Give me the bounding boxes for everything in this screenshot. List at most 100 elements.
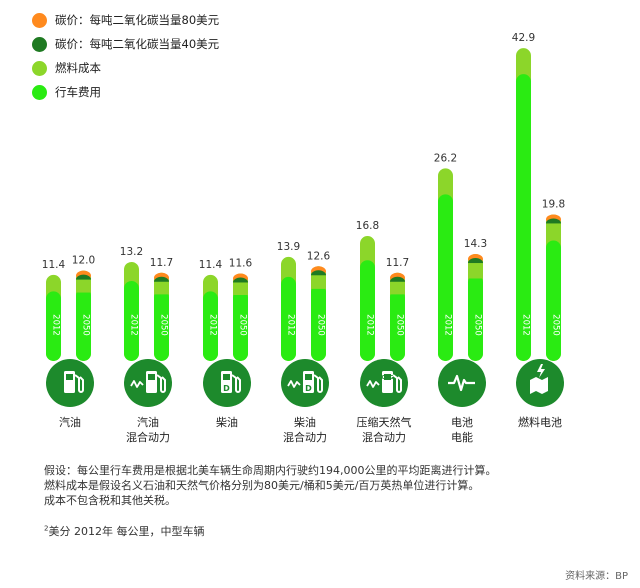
note-line-1: 假设：每公里行车费用是根据北美车辆生命周期内行驶约194,000公里的平均距离进…: [44, 464, 497, 477]
value-label: 12.6: [307, 250, 331, 262]
value-label: 13.9: [277, 241, 300, 253]
bar-2050: 11.6 2050: [229, 257, 253, 361]
bar-2012: 13.9 2012: [277, 241, 300, 361]
value-label: 42.9: [512, 32, 535, 44]
bar-2012: 26.2 2012: [434, 152, 457, 361]
fuel-cell-icon: [516, 359, 564, 407]
legend-swatch: [32, 36, 47, 52]
year-label: 2050: [81, 314, 91, 336]
cng-glyph: CNG: [382, 375, 394, 381]
driving-cost-segment: [438, 194, 453, 361]
legend-label: 碳价：每吨二氧化碳当量80美元: [55, 13, 220, 27]
year-label: 2012: [286, 314, 296, 336]
year-label: 2050: [395, 314, 405, 336]
value-label: 26.2: [434, 152, 457, 164]
legend-label: 燃料成本: [55, 61, 101, 75]
pump-hose: [392, 374, 402, 393]
bar-2050: 12.6 2050: [307, 250, 331, 361]
year-label: 2012: [365, 314, 375, 336]
year-label: 2012: [208, 314, 218, 336]
bar-2050: 14.3 2050: [464, 238, 487, 361]
category-sublabel: 混合动力: [362, 430, 406, 444]
legend-swatch: [32, 84, 47, 100]
wave-glyph: [448, 374, 475, 392]
chart: 11.4 2012 12.0 2050 汽油 13.2 2012 11.7 2050 汽油混合动力…: [42, 32, 565, 444]
assumption-notes: 假设：每公里行车费用是根据北美车辆生命周期内行驶约194,000公里的平均距离进…: [44, 463, 497, 508]
diesel-d-glyph: D: [305, 384, 312, 393]
footnote-marker: 2: [44, 524, 49, 533]
bar-2012: 42.9 2012: [512, 32, 535, 362]
year-label: 2050: [316, 314, 326, 336]
category-group: 42.9 2012 19.8 2050 燃料电池: [512, 32, 565, 429]
legend-item: 行车费用: [32, 80, 219, 104]
bolt-glyph: [537, 364, 545, 378]
hybrid-wave-glyph: [130, 380, 144, 388]
year-label: 2012: [521, 314, 531, 336]
value-label: 19.8: [542, 198, 565, 210]
year-label: 2050: [473, 314, 483, 336]
category-group: 11.4 2012 12.0 2050 汽油: [42, 255, 95, 429]
category-sublabel: 电能: [451, 430, 473, 444]
pump-window: [384, 374, 391, 380]
category-label: 柴油: [216, 415, 238, 429]
bar-2050: 11.7 2050: [150, 257, 173, 361]
cng-pump-icon: CNG: [360, 359, 408, 407]
value-label: 11.4: [42, 259, 66, 271]
pump-window: [305, 374, 312, 380]
driving-cost-segment: [154, 289, 169, 361]
driving-cost-segment: [46, 291, 61, 361]
fuel-cost-band: [76, 279, 91, 293]
driving-cost-segment: [76, 287, 91, 361]
category-label: 柴油: [294, 415, 316, 429]
pump-hose: [74, 374, 84, 393]
note-line-3: 成本不包含税和其他关税。: [44, 494, 176, 507]
driving-cost-segment: [516, 74, 531, 362]
category-sublabel: 混合动力: [283, 430, 327, 444]
year-label: 2012: [443, 314, 453, 336]
bar-2012: 13.2 2012: [120, 246, 143, 361]
year-label: 2050: [551, 314, 561, 336]
footnote-text: 美分 2012年 每公里，中型车辆: [48, 525, 205, 538]
fuel-cost-band: [390, 281, 405, 295]
value-label: 11.7: [386, 257, 409, 269]
legend-label: 碳价：每吨二氧化碳当量40美元: [55, 37, 220, 51]
legend-item: 燃料成本: [32, 56, 219, 80]
pump-hose: [313, 374, 323, 393]
category-group: 11.4 2012 11.6 2050 D 柴油: [199, 257, 253, 429]
driving-cost-segment: [281, 276, 296, 361]
legend-label: 行车费用: [55, 85, 101, 99]
bar-2050: 19.8 2050: [542, 198, 565, 361]
fuel-cost-band: [546, 223, 561, 240]
category-label: 燃料电池: [518, 415, 562, 429]
category-sublabel: 混合动力: [126, 430, 170, 444]
driving-cost-segment: [311, 284, 326, 361]
category-label: 电池: [451, 416, 473, 429]
pump-window: [223, 374, 230, 380]
value-label: 11.7: [150, 257, 173, 269]
panel-glyph: [530, 377, 548, 394]
legend-item: 碳价：每吨二氧化碳当量80美元: [32, 8, 219, 32]
pump-window: [148, 374, 155, 380]
note-line-2: 燃料成本是假设名义石油和天然气价格分别为80美元/桶和5美元/百万英热单位进行计…: [44, 479, 480, 492]
hybrid-wave-glyph: [287, 380, 301, 388]
driving-cost-segment: [546, 240, 561, 361]
bar-2012: 16.8 2012: [356, 220, 379, 361]
bar-2012: 11.4 2012: [42, 259, 66, 361]
gas-pump-icon: [46, 359, 94, 407]
year-label: 2050: [159, 314, 169, 336]
year-label: 2012: [129, 314, 139, 336]
value-label: 14.3: [464, 238, 487, 250]
pump-window: [66, 374, 73, 380]
hybrid-gas-pump-icon: [124, 359, 172, 407]
category-label: 汽油: [137, 415, 159, 429]
legend-item: 碳价：每吨二氧化碳当量40美元: [32, 32, 219, 56]
value-label: 13.2: [120, 246, 143, 258]
legend-swatch: [32, 60, 47, 76]
diesel-pump-icon: D: [203, 359, 251, 407]
fuel-cost-band: [154, 281, 169, 295]
driving-cost-segment: [124, 280, 139, 361]
driving-cost-segment: [233, 290, 248, 361]
